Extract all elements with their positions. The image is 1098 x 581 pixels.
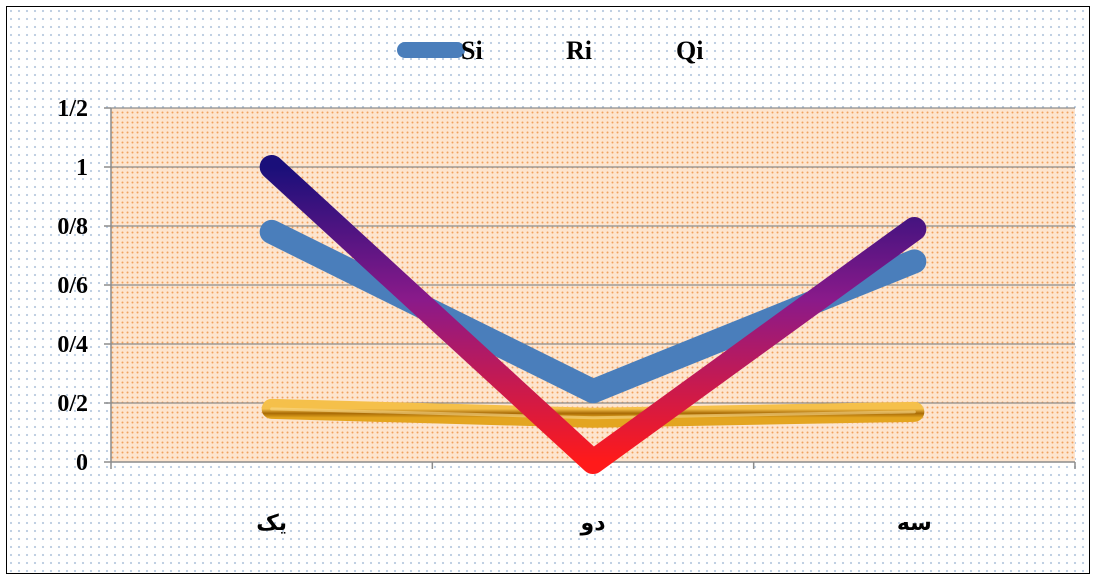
y-tick-label: 0/4 (57, 332, 88, 358)
x-category-label: سه (897, 511, 932, 536)
y-tick-label: 1/2 (57, 96, 88, 122)
legend-label-ri: Ri (566, 36, 592, 65)
y-tick-label: 0/6 (57, 273, 88, 299)
y-tick-label: 0/2 (57, 391, 88, 417)
y-tick-label: 0/8 (57, 214, 88, 240)
y-tick-label: 0 (76, 450, 88, 476)
legend-label-qi: Qi (676, 36, 703, 65)
tick-labels: 0 0/2 0/4 0/6 0/8 1 1/2 یک دو سه (57, 96, 931, 536)
series-line-ri-highlight (270, 407, 916, 420)
legend-label-si: Si (461, 36, 483, 65)
y-tick-label: 1 (76, 155, 88, 181)
x-category-label: دو (580, 511, 606, 536)
series-group (259, 155, 927, 474)
x-category-label: یک (256, 511, 287, 536)
legend: Si Ri Qi (397, 36, 703, 65)
series-line-qi (259, 155, 927, 474)
